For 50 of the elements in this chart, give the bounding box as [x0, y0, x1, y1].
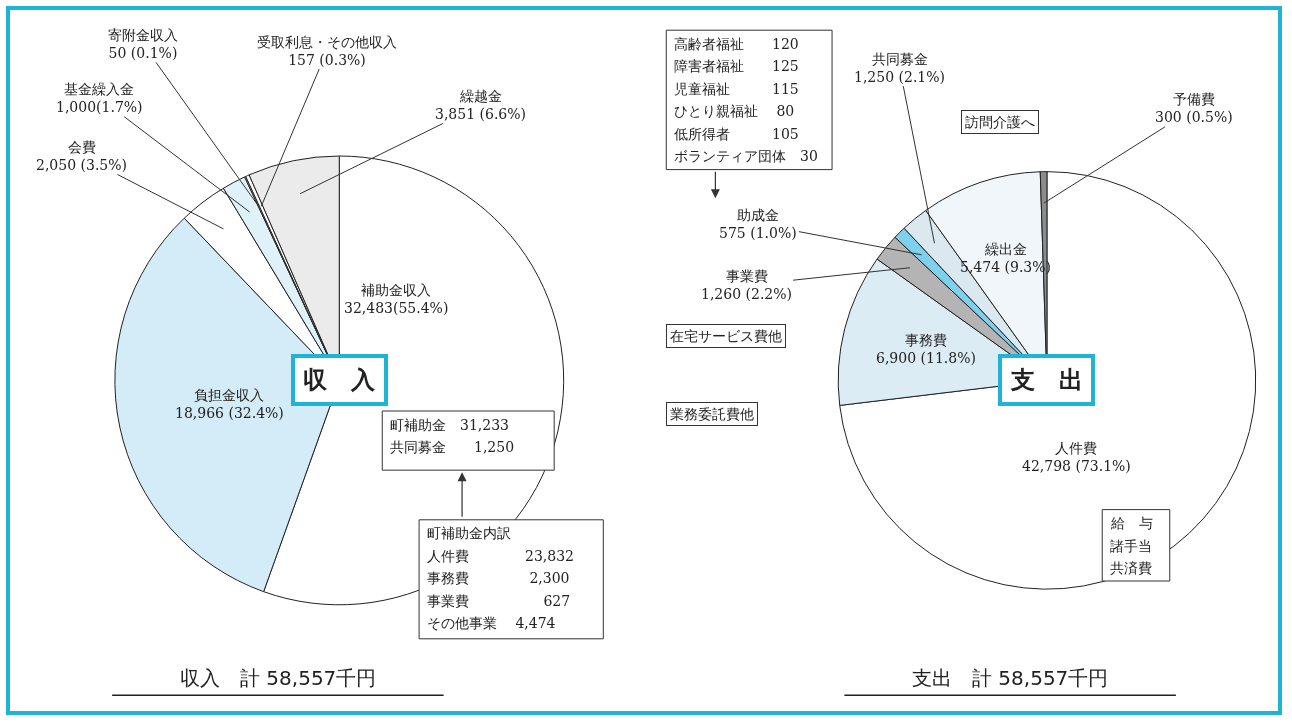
text: 共済費 — [1110, 560, 1152, 576]
slice-label: 基金繰入金 — [64, 81, 135, 97]
text: 給 与 — [1110, 515, 1153, 531]
text: 高齢者福祉 120 — [674, 36, 799, 52]
text: 共同募金 1,250 — [390, 439, 515, 455]
slice-label: 繰出金 — [983, 241, 1027, 257]
text: 障害者福祉 125 — [674, 58, 799, 74]
data-label: 6,900 (11.8%) — [876, 350, 976, 367]
slice-label: 事務費 — [904, 332, 947, 348]
data-label: 42,798 (73.1%) — [1022, 458, 1131, 475]
text: 事務費 2,300 — [427, 570, 570, 586]
slice-label: 予備費 — [1172, 91, 1215, 107]
data-label: 32,483(55.4%) — [344, 300, 449, 317]
text: 支 出 — [1010, 366, 1083, 394]
text: 収入 計 58,557千円 — [180, 666, 377, 690]
text: ひとり親福祉 80 — [674, 103, 795, 119]
slice-label: 繰越金 — [458, 88, 502, 104]
text: 支出 計 58,557千円 — [912, 666, 1109, 690]
data-label: 1,000(1.7%) — [56, 99, 143, 116]
data-label: 18,966 (32.4%) — [175, 405, 284, 422]
data-label: 157 (0.3%) — [288, 52, 366, 69]
text: ボランティア団体 30 — [674, 148, 818, 164]
slice-label: 負担金収入 — [194, 387, 265, 403]
text: 町補助金 31,233 — [390, 417, 509, 433]
slice-label: 受取利息・その他収入 — [257, 34, 397, 50]
slice-label: 人件費 — [1055, 440, 1098, 456]
data-label: 2,050 (3.5%) — [36, 157, 128, 174]
data-label: 1,260 (2.2%) — [701, 286, 793, 303]
text: 業務委託費他 — [670, 406, 754, 422]
text: 町補助金内訳 — [427, 525, 511, 541]
text: 低所得者 105 — [674, 126, 799, 142]
text: 事業費 627 — [427, 593, 571, 609]
slice-label: 補助金収入 — [361, 282, 432, 298]
text: 収 入 — [303, 366, 376, 394]
text: 在宅サービス費他 — [670, 328, 782, 344]
data-label: 3,851 (6.6%) — [435, 106, 527, 123]
data-label: 50 (0.1%) — [108, 45, 178, 62]
text: 人件費 23,832 — [427, 548, 574, 564]
text: 諸手当 — [1110, 538, 1152, 554]
slice-label: 会費 — [67, 139, 96, 155]
data-label: 575 (1.0%) — [719, 225, 797, 242]
text: 訪問介護へ — [965, 114, 1035, 130]
slice-label: 共同募金 — [871, 51, 928, 67]
data-label: 300 (0.5%) — [1155, 109, 1233, 126]
data-label: 1,250 (2.1%) — [854, 69, 946, 86]
slice-label: 事業費 — [725, 268, 768, 284]
slice-label: 助成金 — [736, 207, 779, 223]
text: その他事業 4,474 — [427, 615, 556, 631]
slice-label: 寄附金収入 — [108, 27, 178, 43]
text: 児童福祉 115 — [674, 81, 799, 97]
